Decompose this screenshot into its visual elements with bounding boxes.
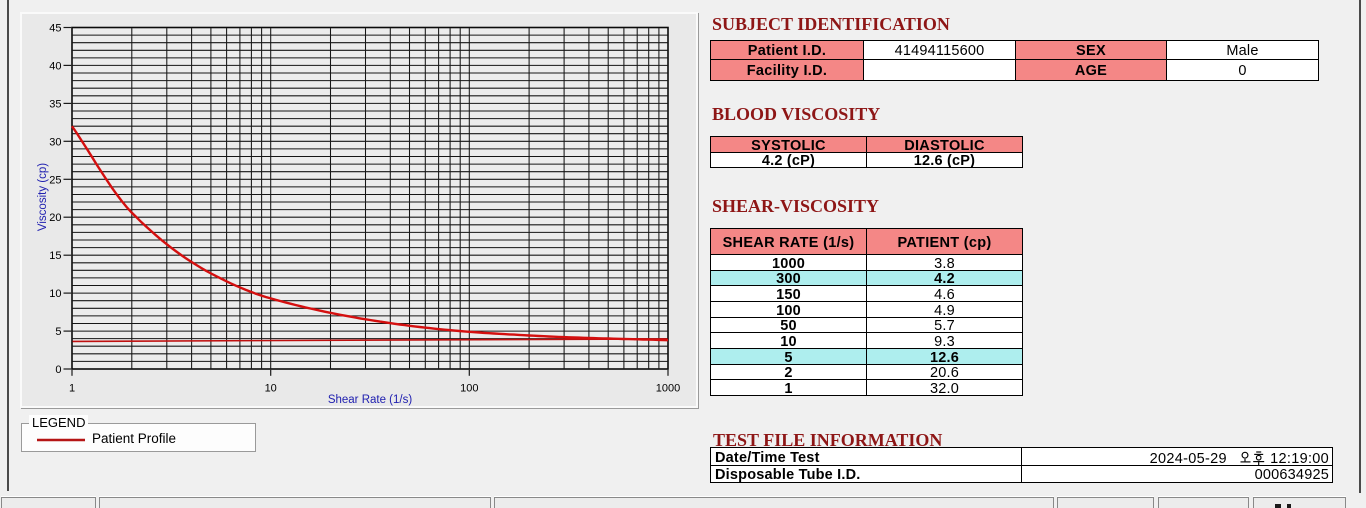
svg-text:1: 1 [69,383,75,395]
svg-text:100: 100 [460,383,478,395]
svg-text:20: 20 [49,212,61,224]
svg-text:15: 15 [49,250,61,262]
svg-text:10: 10 [265,383,277,395]
svg-text:45: 45 [49,23,61,35]
svg-text:10: 10 [49,288,61,300]
svg-text:30: 30 [49,136,61,148]
svg-text:Shear Rate (1/s): Shear Rate (1/s) [328,394,413,406]
svg-text:25: 25 [49,174,61,186]
svg-text:40: 40 [49,60,61,72]
svg-text:1000: 1000 [656,383,680,395]
svg-text:0: 0 [55,364,61,376]
svg-text:35: 35 [49,98,61,110]
svg-text:Viscosity (cp): Viscosity (cp) [37,163,49,231]
svg-text:5: 5 [55,326,61,338]
